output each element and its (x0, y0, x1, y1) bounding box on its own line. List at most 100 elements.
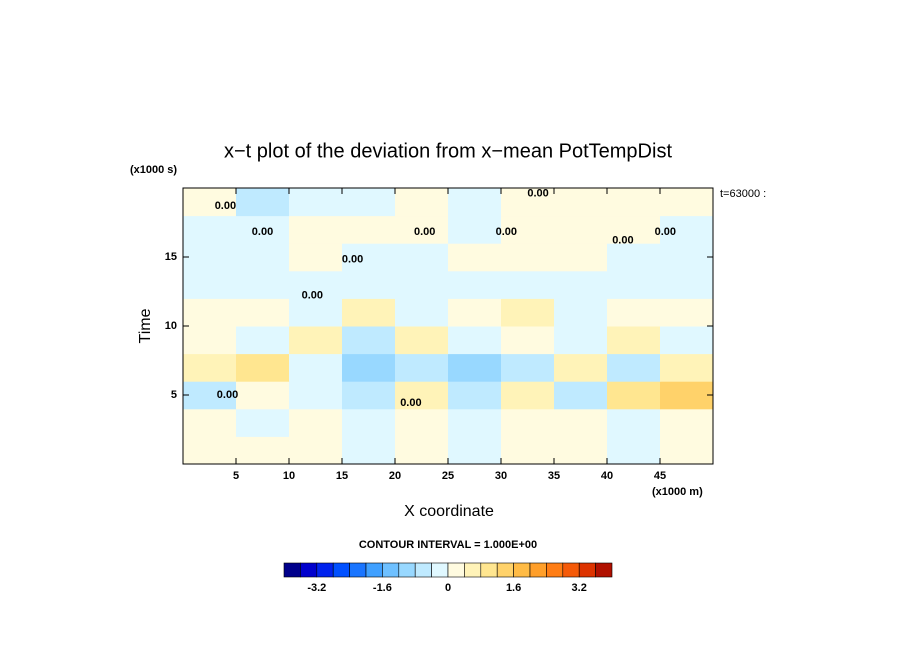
field-cell (236, 408, 290, 437)
colorbar-box (546, 562, 564, 578)
field-cell (183, 408, 237, 437)
colorbar-box (562, 562, 580, 578)
field-cell (607, 353, 661, 382)
field-cell (236, 353, 290, 382)
field-cell (395, 188, 449, 217)
x-unit: (x1000 m) (652, 486, 703, 498)
field-cell (448, 326, 502, 355)
field-cell (183, 215, 237, 244)
field-cell (183, 381, 237, 410)
colorbar-box (332, 562, 350, 578)
field-cell (448, 298, 502, 327)
field-cell (342, 353, 396, 382)
field-cell (395, 381, 449, 410)
field-cell (554, 270, 608, 299)
field-cell (289, 215, 343, 244)
colorbar-box (283, 562, 301, 578)
colorbar-box (398, 562, 416, 578)
y-tick-label: 5 (171, 389, 177, 401)
field-cell (342, 188, 396, 217)
field-cell (183, 326, 237, 355)
field-cell (183, 188, 237, 217)
x-tick-label: 35 (548, 470, 560, 482)
field-cell (660, 353, 714, 382)
field-cell (607, 298, 661, 327)
field-cell (448, 270, 502, 299)
field-cell (501, 353, 555, 382)
field-cell (342, 326, 396, 355)
colorbar-label: 3.2 (572, 582, 587, 594)
x-tick-label: 45 (654, 470, 666, 482)
field-cell (607, 270, 661, 299)
x-tick-label: 25 (442, 470, 454, 482)
field-cell (236, 270, 290, 299)
colorbar-label: -1.6 (373, 582, 392, 594)
field-cell (289, 298, 343, 327)
field-cell (448, 408, 502, 437)
field-cell (289, 408, 343, 437)
field-cell (183, 436, 237, 465)
field-cell (501, 381, 555, 410)
field-cell (395, 215, 449, 244)
field-cell (236, 298, 290, 327)
x-tick-label: 40 (601, 470, 613, 482)
field-cell (660, 408, 714, 437)
field-cell (554, 436, 608, 465)
field-cell (607, 408, 661, 437)
field-cell (183, 243, 237, 272)
field-cell (660, 270, 714, 299)
field-cell (607, 188, 661, 217)
field-cell (501, 243, 555, 272)
field-cell (448, 243, 502, 272)
field-cell (289, 188, 343, 217)
colorbar-label: -3.2 (307, 582, 326, 594)
field-cell (448, 436, 502, 465)
field-cell (236, 326, 290, 355)
x-tick-label: 10 (283, 470, 295, 482)
field-cell (448, 381, 502, 410)
colorbar-box (464, 562, 482, 578)
field-cell (501, 188, 555, 217)
colorbar-box (414, 562, 432, 578)
field-cell (554, 243, 608, 272)
time-note: t=63000 : (720, 188, 766, 200)
colorbar-box (349, 562, 367, 578)
field-cell (660, 381, 714, 410)
contour-label: 0.00 (527, 187, 548, 199)
field-cell (342, 408, 396, 437)
x-tick-label: 30 (495, 470, 507, 482)
contour-label: 0.00 (496, 226, 517, 238)
field-cell (554, 408, 608, 437)
field-cell (395, 408, 449, 437)
field-cell (554, 353, 608, 382)
field-cell (448, 215, 502, 244)
field-cell (289, 326, 343, 355)
colorbar-box (480, 562, 498, 578)
colorbar-box (595, 562, 613, 578)
field-cell (607, 243, 661, 272)
colorbar-box (447, 562, 465, 578)
y-axis-label: Time (137, 308, 154, 343)
field-cell (289, 243, 343, 272)
field-cell (660, 243, 714, 272)
x-tick-label: 5 (233, 470, 239, 482)
colorbar-box (513, 562, 531, 578)
field-cell (395, 326, 449, 355)
field-cell (660, 188, 714, 217)
field-cell (554, 215, 608, 244)
field-cell (501, 408, 555, 437)
field-cell (342, 243, 396, 272)
field-cell (395, 298, 449, 327)
field-cell (342, 298, 396, 327)
field-cell (236, 243, 290, 272)
colorbar-box (578, 562, 596, 578)
field-cell (395, 353, 449, 382)
x-tick-label: 15 (336, 470, 348, 482)
field-cell (554, 298, 608, 327)
contour-label: 0.00 (612, 234, 633, 246)
y-tick-label: 15 (165, 251, 177, 263)
field-cell (342, 436, 396, 465)
field-cell (236, 188, 290, 217)
contour-label: 0.00 (217, 389, 238, 401)
